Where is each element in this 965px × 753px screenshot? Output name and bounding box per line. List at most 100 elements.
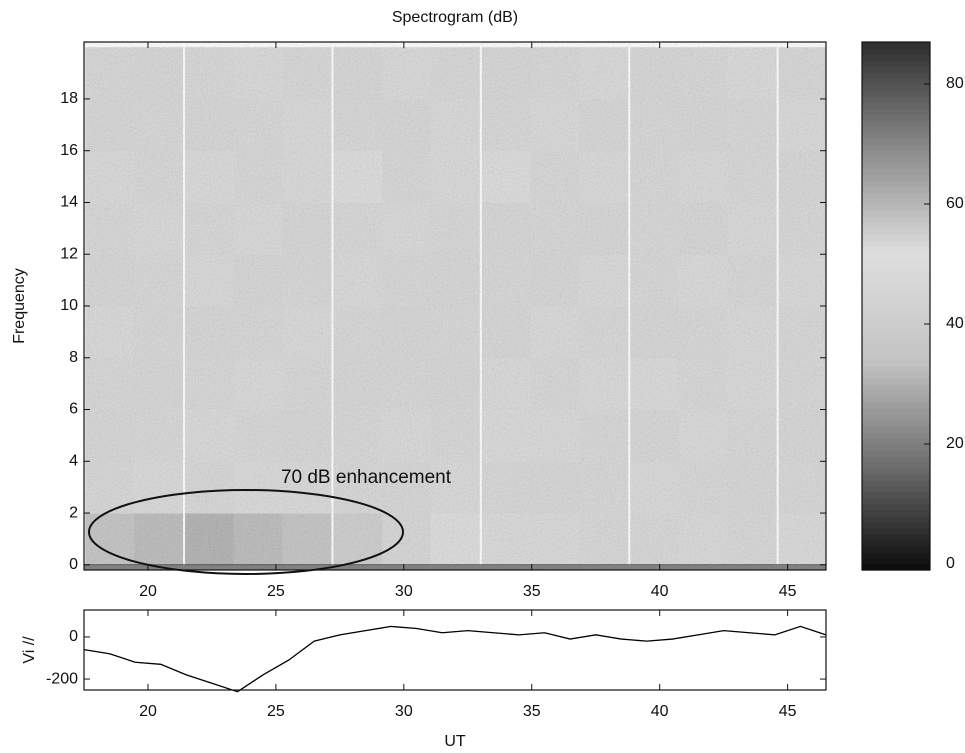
- annotation: 70 dB enhancement: [281, 467, 452, 488]
- colorbar-slice: [862, 102, 930, 109]
- colorbar-slice: [862, 96, 930, 103]
- colorbar-slice: [862, 156, 930, 163]
- colorbar-slice: [862, 48, 930, 55]
- chart-title: Spectrogram (dB): [392, 9, 518, 26]
- colorbar-slice: [862, 450, 930, 457]
- colorbar-slice: [862, 540, 930, 547]
- colorbar-slice: [862, 294, 930, 301]
- colorbar-slice: [862, 54, 930, 61]
- colorbar-slice: [862, 510, 930, 517]
- colorbar-slice: [862, 528, 930, 535]
- colorbar-slice: [862, 354, 930, 361]
- colorbar-slice: [862, 168, 930, 175]
- colorbar-slice: [862, 138, 930, 145]
- colorbar-slice: [862, 180, 930, 187]
- colorbar-slice: [862, 444, 930, 451]
- colorbar-slice: [862, 522, 930, 529]
- x-tick-label: 20: [139, 703, 157, 720]
- colorbar-slice: [862, 384, 930, 391]
- colorbar-slice: [862, 108, 930, 115]
- colorbar-slice: [862, 546, 930, 553]
- colorbar-slice: [862, 120, 930, 127]
- colorbar-slice: [862, 90, 930, 97]
- y-tick-label: 18: [60, 90, 78, 107]
- colorbar-slice: [862, 162, 930, 169]
- texture: [84, 42, 826, 570]
- y-tick-label: 4: [69, 453, 78, 470]
- colorbar-slice: [862, 132, 930, 139]
- colorbar-slice: [862, 270, 930, 277]
- colorbar-slice: [862, 372, 930, 379]
- baseline-band: [84, 564, 826, 570]
- line: [83, 625, 827, 693]
- colorbar-slice: [862, 456, 930, 463]
- colorbar-slice: [862, 198, 930, 205]
- colorbar-slice: [862, 222, 930, 229]
- x-tick-label: 25: [267, 703, 285, 720]
- colorbar-slice: [862, 396, 930, 403]
- colorbar-slice: [862, 414, 930, 421]
- colorbar-slice: [862, 66, 930, 73]
- colorbar-slice: [862, 360, 930, 367]
- colorbar-slice: [862, 330, 930, 337]
- x-tick-label: 30: [395, 583, 413, 600]
- colorbar-slice: [862, 114, 930, 121]
- colorbar-slice: [862, 534, 930, 541]
- colorbar-slice: [862, 498, 930, 505]
- colorbar-slice: [862, 348, 930, 355]
- colorbar-slice: [862, 192, 930, 199]
- colorbar-slice: [862, 324, 930, 331]
- colorbar-slice: [862, 420, 930, 427]
- colorbar-tick-label: 0: [946, 555, 955, 572]
- colorbar-slice: [862, 264, 930, 271]
- colorbar-slice: [862, 552, 930, 559]
- x-tick-label: 45: [779, 583, 797, 600]
- colorbar-slice: [862, 240, 930, 247]
- y-tick-label: 8: [69, 349, 78, 366]
- colorbar-slice: [862, 186, 930, 193]
- colorbar-slice: [862, 150, 930, 157]
- colorbar-slice: [862, 84, 930, 91]
- colorbar-slice: [862, 480, 930, 487]
- y-tick-label: 6: [69, 401, 78, 418]
- colorbar-slice: [862, 516, 930, 523]
- colorbar-slice: [862, 342, 930, 349]
- colorbar-slice: [862, 402, 930, 409]
- colorbar-slice: [862, 486, 930, 493]
- colorbar-slice: [862, 318, 930, 325]
- colorbar-slice: [862, 204, 930, 211]
- colorbar-slice: [862, 312, 930, 319]
- colorbar-slice: [862, 60, 930, 67]
- colorbar-slice: [862, 390, 930, 397]
- colorbar-tick-label: 40: [946, 315, 964, 332]
- x-tick-label: 40: [651, 583, 669, 600]
- colorbar-slice: [862, 432, 930, 439]
- y-tick-label: 14: [60, 194, 78, 211]
- axes-frame: [83, 609, 827, 691]
- colorbar-slice: [862, 462, 930, 469]
- y-tick-label: -200: [46, 670, 78, 687]
- colorbar-slice: [862, 234, 930, 241]
- colorbar-tick-label: 80: [946, 75, 964, 92]
- y-tick-label: 0: [69, 628, 78, 645]
- colorbar-slice: [862, 216, 930, 223]
- y-tick-label: 16: [60, 142, 78, 159]
- colorbar-slice: [862, 210, 930, 217]
- colorbar-slice: [862, 306, 930, 313]
- colorbar-slice: [862, 246, 930, 253]
- colorbar-tick-label: 60: [946, 195, 964, 212]
- colorbar-slice: [862, 408, 930, 415]
- colorbar-slice: [862, 126, 930, 133]
- x-tick-label: 20: [139, 583, 157, 600]
- colorbar-slice: [862, 228, 930, 235]
- colorbar-slice: [862, 468, 930, 475]
- x-tick-label: 30: [395, 703, 413, 720]
- x-tick-label: 25: [267, 583, 285, 600]
- colorbar-slice: [862, 504, 930, 511]
- colorbar-slice: [862, 474, 930, 481]
- x-tick-label: 45: [779, 703, 797, 720]
- x-tick-label: 35: [523, 583, 541, 600]
- colorbar-slice: [862, 288, 930, 295]
- y-axis-label: Vi //: [21, 636, 38, 664]
